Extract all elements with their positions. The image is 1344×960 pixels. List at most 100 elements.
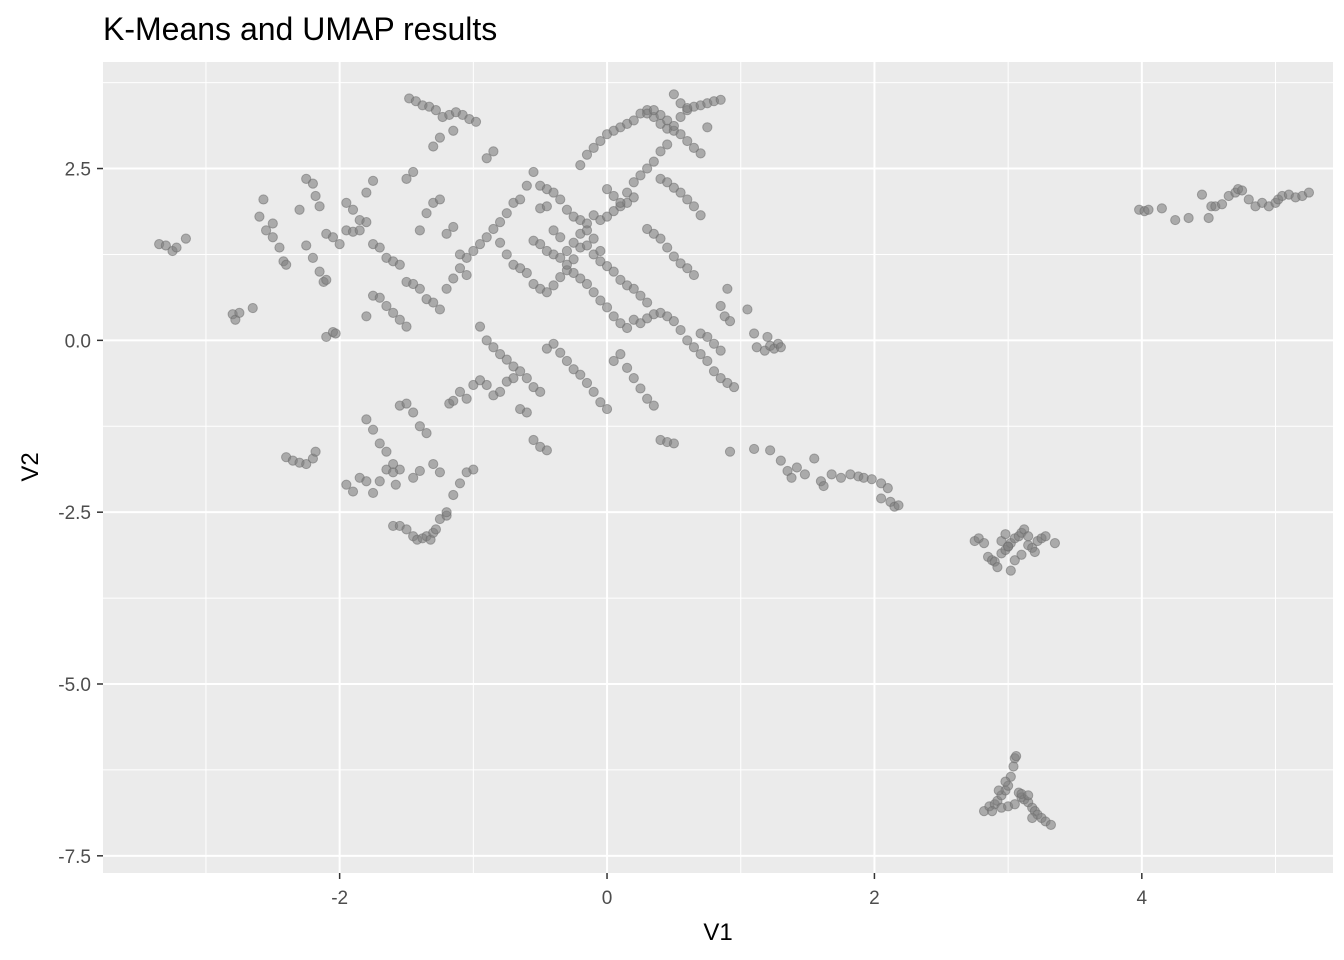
data-point: [682, 263, 693, 274]
y-tick-label: -7.5: [58, 847, 91, 868]
data-point: [414, 421, 425, 432]
data-point: [688, 342, 700, 353]
data-point: [394, 314, 405, 325]
data-point: [628, 177, 639, 188]
data-point: [421, 208, 432, 219]
data-point: [481, 335, 492, 346]
data-point: [581, 149, 593, 160]
data-point: [722, 283, 733, 294]
data-point: [568, 237, 579, 248]
y-tick-label: 0.0: [65, 331, 91, 352]
data-point: [258, 194, 269, 205]
data-point: [414, 283, 425, 294]
data-point: [494, 217, 506, 228]
data-point: [448, 221, 459, 233]
data-point: [327, 232, 339, 243]
data-point: [648, 400, 659, 411]
data-point: [314, 266, 325, 277]
data-point: [648, 156, 659, 167]
data-point: [675, 324, 686, 336]
data-point: [628, 373, 639, 384]
data-point: [682, 335, 693, 346]
data-point: [434, 194, 446, 205]
data-point: [662, 139, 673, 150]
data-point: [728, 381, 740, 393]
data-point: [321, 274, 332, 285]
data-point: [682, 102, 693, 114]
data-point: [702, 355, 713, 367]
plot-panel: [103, 62, 1333, 873]
data-point: [1023, 790, 1034, 801]
data-point: [615, 274, 626, 285]
data-point: [1196, 189, 1208, 200]
data-point: [448, 395, 459, 406]
data-point: [330, 328, 341, 339]
data-point: [555, 252, 566, 263]
y-tick-label: 2.5: [65, 160, 91, 181]
data-point: [388, 458, 399, 470]
y-axis-ticks: 2.5 0.0 -2.5 -5.0 -7.5: [58, 160, 103, 868]
data-point: [548, 338, 559, 349]
data-point: [428, 297, 439, 308]
data-point: [267, 218, 278, 229]
data-point: [642, 393, 653, 404]
data-point: [448, 125, 459, 136]
chart-title: K-Means and UMAP results: [103, 11, 497, 47]
x-tick-label: 2: [869, 888, 880, 909]
data-point: [568, 267, 579, 279]
x-axis-ticks: -2 0 2 4: [331, 873, 1148, 909]
data-point: [621, 187, 633, 198]
data-point: [294, 204, 305, 215]
data-point: [555, 272, 566, 283]
data-point: [408, 472, 419, 483]
data-point: [675, 187, 686, 198]
data-point: [876, 493, 887, 504]
data-point: [448, 489, 459, 501]
data-point: [314, 201, 325, 212]
data-point: [481, 379, 492, 391]
data-point: [454, 263, 466, 274]
data-point: [668, 316, 679, 327]
data-point: [715, 94, 726, 105]
data-point: [581, 225, 593, 236]
data-point: [662, 242, 673, 253]
data-point: [374, 292, 385, 303]
x-tick-label: 0: [602, 888, 613, 909]
data-point: [347, 486, 359, 497]
data-point: [786, 472, 797, 483]
data-point: [601, 184, 613, 195]
data-point: [521, 407, 532, 418]
data-point: [575, 159, 586, 171]
data-point: [655, 109, 666, 121]
data-point: [515, 366, 526, 377]
y-tick-label: -5.0: [58, 675, 91, 696]
data-point: [468, 464, 479, 475]
data-point: [1008, 761, 1019, 772]
data-point: [608, 355, 619, 367]
data-point: [695, 348, 706, 360]
data-point: [341, 197, 352, 208]
data-point: [608, 266, 619, 277]
data-point: [367, 487, 379, 499]
data-point: [281, 259, 292, 270]
data-point: [310, 446, 321, 457]
data-point: [354, 225, 365, 236]
data-point: [668, 89, 679, 100]
data-point: [893, 500, 904, 511]
data-point: [454, 478, 466, 489]
data-point: [367, 424, 379, 435]
data-point: [702, 122, 713, 133]
data-point: [715, 345, 726, 356]
data-point: [575, 273, 586, 284]
data-point: [1029, 546, 1040, 558]
data-point: [1156, 203, 1167, 214]
y-tick-label: -2.5: [58, 503, 91, 524]
x-tick-label: 4: [1137, 888, 1148, 909]
data-point: [461, 269, 472, 281]
data-point: [748, 443, 760, 455]
data-point: [762, 331, 773, 343]
data-point: [434, 467, 446, 478]
data-point: [826, 469, 837, 480]
data-point: [621, 322, 633, 334]
data-point: [307, 252, 319, 263]
